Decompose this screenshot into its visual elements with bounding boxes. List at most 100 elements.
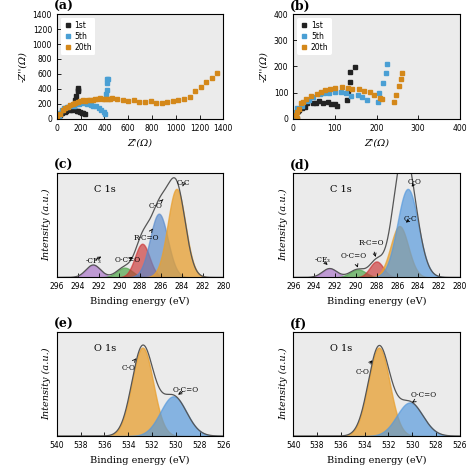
20th <box>398 76 404 82</box>
Text: R-C=O: R-C=O <box>134 229 159 242</box>
1st <box>59 110 65 116</box>
X-axis label: Z'(Ω): Z'(Ω) <box>128 138 153 147</box>
5th <box>376 90 382 96</box>
20th <box>308 93 314 99</box>
1st <box>79 110 85 116</box>
Text: C-O: C-O <box>408 178 422 186</box>
Text: O 1s: O 1s <box>330 344 352 353</box>
1st <box>292 114 298 119</box>
20th <box>203 79 209 84</box>
5th <box>375 100 381 105</box>
5th <box>310 94 316 100</box>
1st <box>346 88 351 94</box>
20th <box>72 100 78 106</box>
20th <box>322 87 328 92</box>
5th <box>88 102 94 108</box>
1st <box>69 107 75 113</box>
5th <box>299 103 305 109</box>
20th <box>92 97 98 102</box>
20th <box>349 86 355 91</box>
5th <box>355 92 361 98</box>
5th <box>98 108 104 113</box>
Text: C-O: C-O <box>121 359 136 372</box>
20th <box>328 86 333 91</box>
20th <box>102 96 108 101</box>
20th <box>198 84 203 90</box>
5th <box>74 101 80 107</box>
20th <box>75 100 81 105</box>
1st <box>310 100 316 106</box>
1st <box>347 80 353 85</box>
20th <box>164 100 170 105</box>
20th <box>318 89 324 95</box>
20th <box>120 97 126 102</box>
Line: 1st: 1st <box>56 86 87 121</box>
20th <box>294 116 300 121</box>
1st <box>57 112 63 118</box>
20th <box>345 85 351 91</box>
20th <box>114 96 120 102</box>
20th <box>148 98 154 104</box>
5th <box>105 76 111 82</box>
1st <box>316 98 322 104</box>
X-axis label: Binding energy (eV): Binding energy (eV) <box>91 297 190 306</box>
20th <box>108 97 113 102</box>
20th <box>95 96 100 102</box>
5th <box>81 100 86 106</box>
1st <box>294 109 300 115</box>
20th <box>105 96 111 102</box>
20th <box>62 105 68 111</box>
1st <box>72 107 77 112</box>
1st <box>344 97 350 102</box>
20th <box>82 98 88 103</box>
20th <box>396 83 402 89</box>
5th <box>384 61 390 67</box>
5th <box>359 94 365 100</box>
1st <box>64 108 69 114</box>
20th <box>296 106 302 111</box>
20th <box>215 71 220 76</box>
5th <box>293 109 299 115</box>
20th <box>137 99 142 105</box>
5th <box>317 91 323 97</box>
20th <box>356 87 362 92</box>
1st <box>320 100 326 106</box>
20th <box>368 89 374 95</box>
5th <box>293 117 299 122</box>
1st <box>73 97 78 103</box>
20th <box>192 89 198 94</box>
20th <box>314 91 320 97</box>
20th <box>57 111 63 117</box>
1st <box>77 109 83 115</box>
5th <box>71 103 76 109</box>
20th <box>371 92 377 98</box>
20th <box>55 115 60 120</box>
X-axis label: Binding energy (eV): Binding energy (eV) <box>91 456 190 465</box>
5th <box>102 111 108 117</box>
5th <box>91 103 96 109</box>
5th <box>292 113 298 119</box>
1st <box>55 117 61 122</box>
20th <box>293 112 299 118</box>
Text: (c): (c) <box>54 159 73 172</box>
1st <box>75 87 81 93</box>
20th <box>175 98 181 103</box>
Text: C-O: C-O <box>356 361 372 376</box>
1st <box>75 88 81 94</box>
Text: O-C=O: O-C=O <box>341 252 367 267</box>
5th <box>84 101 90 107</box>
5th <box>321 90 327 96</box>
5th <box>304 98 310 104</box>
Text: C 1s: C 1s <box>330 185 352 194</box>
20th <box>339 84 345 90</box>
1st <box>302 104 308 110</box>
5th <box>338 89 344 95</box>
1st <box>56 113 62 118</box>
20th <box>98 95 103 101</box>
5th <box>64 104 70 110</box>
1st <box>75 108 81 113</box>
20th <box>142 99 148 104</box>
X-axis label: Binding energy (eV): Binding energy (eV) <box>327 297 426 306</box>
1st <box>313 100 319 106</box>
20th <box>65 104 71 110</box>
